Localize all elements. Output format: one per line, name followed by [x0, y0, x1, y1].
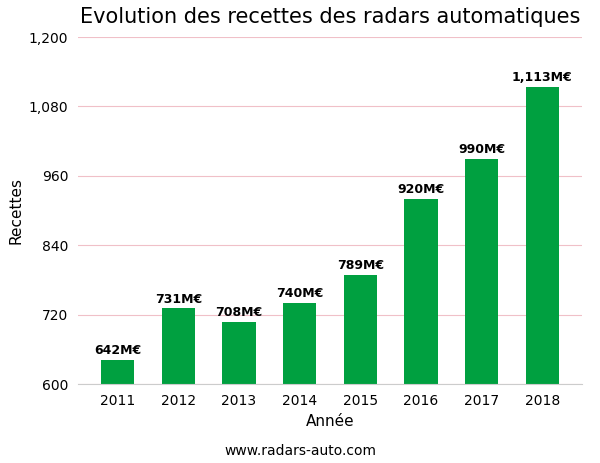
X-axis label: Année: Année: [305, 413, 355, 429]
Text: 789M€: 789M€: [337, 259, 384, 272]
Text: 1,113M€: 1,113M€: [512, 71, 573, 84]
Bar: [465, 158, 499, 384]
Bar: [404, 199, 438, 384]
Bar: [344, 275, 377, 384]
Bar: [101, 360, 134, 384]
Text: 920M€: 920M€: [397, 183, 445, 196]
Bar: [526, 88, 559, 384]
Title: Evolution des recettes des radars automatiques: Evolution des recettes des radars automa…: [80, 7, 580, 27]
Bar: [161, 308, 195, 384]
Text: 740M€: 740M€: [276, 288, 323, 300]
Bar: [283, 303, 316, 384]
Text: 990M€: 990M€: [458, 143, 505, 156]
Text: 731M€: 731M€: [155, 293, 202, 306]
Bar: [222, 322, 256, 384]
Text: 708M€: 708M€: [215, 306, 263, 319]
Text: 642M€: 642M€: [94, 344, 141, 357]
Y-axis label: Recettes: Recettes: [8, 177, 23, 244]
Text: www.radars-auto.com: www.radars-auto.com: [224, 444, 376, 458]
